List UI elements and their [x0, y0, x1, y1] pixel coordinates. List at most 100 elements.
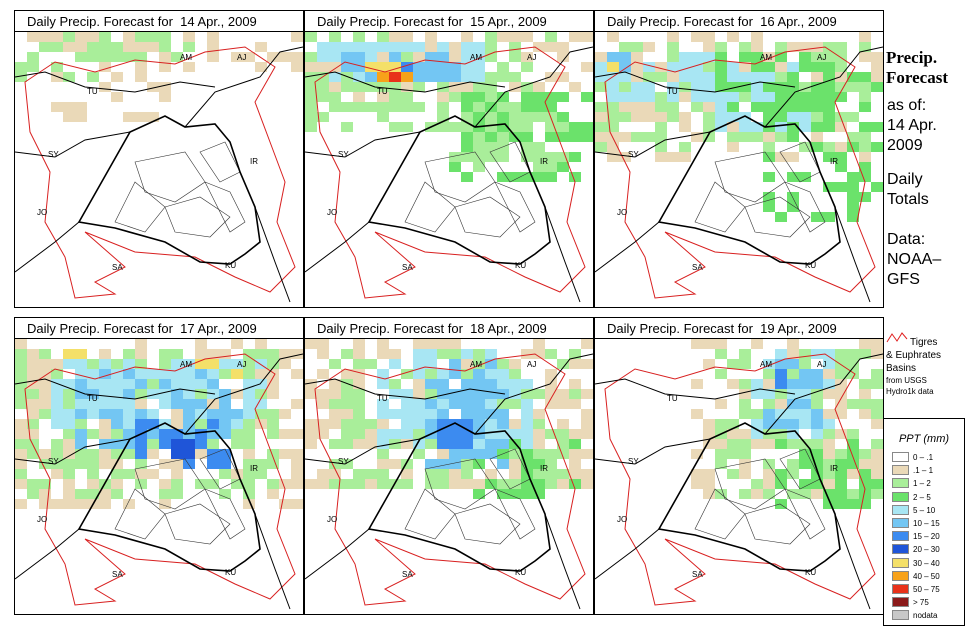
precip-cell [485, 399, 497, 409]
precip-cell [521, 142, 533, 152]
precip-cell [607, 52, 619, 62]
precip-cell [183, 42, 195, 52]
precip-cell [183, 379, 195, 389]
precip-map: AM AJ TU SY IR JO SA KU [595, 32, 883, 303]
precip-cell [449, 359, 461, 369]
precip-cell [763, 419, 775, 429]
country-label: JO [37, 515, 47, 524]
precip-cell [751, 419, 763, 429]
precip-cell [353, 52, 365, 62]
precip-cell [569, 439, 581, 449]
precip-cell [461, 122, 473, 132]
precip-cell [715, 82, 727, 92]
precip-cell [341, 439, 353, 449]
precip-cell [823, 152, 835, 162]
precip-cell [171, 349, 183, 359]
precip-cell [27, 32, 39, 42]
precip-cell [569, 132, 581, 142]
precip-cell [545, 132, 557, 142]
precip-cell [557, 439, 569, 449]
precip-cell [811, 379, 823, 389]
precip-cell [329, 62, 341, 72]
precip-cell [811, 439, 823, 449]
precip-cell [377, 439, 389, 449]
precip-cell [243, 449, 255, 459]
legend-row: 2 – 5 [892, 491, 931, 503]
precip-cell [437, 62, 449, 72]
precip-cell [679, 112, 691, 122]
precip-cell [835, 409, 847, 419]
precip-map: AM AJ TU SY IR JO SA KU [305, 339, 593, 610]
precip-cell [859, 459, 871, 469]
precip-cell [473, 479, 485, 489]
precip-cell [341, 479, 353, 489]
country-border [254, 206, 291, 303]
precip-cell [871, 349, 883, 359]
precip-cell [811, 449, 823, 459]
precip-cell [15, 359, 27, 369]
precip-cell [15, 479, 27, 489]
precip-cell [231, 359, 243, 369]
precip-cell [521, 92, 533, 102]
precip-cell [679, 52, 691, 62]
precip-cell [595, 112, 607, 122]
precip-cell [317, 112, 329, 122]
precip-cell [425, 42, 437, 52]
precip-cell [533, 172, 545, 182]
precip-cell [835, 349, 847, 359]
precip-cell [75, 349, 87, 359]
precip-cell [787, 349, 799, 359]
legend-label: 30 – 40 [913, 558, 940, 568]
precip-cell [739, 52, 751, 62]
precip-cell [219, 399, 231, 409]
precip-cell [595, 102, 607, 112]
country-border [595, 131, 711, 158]
country-border [15, 528, 80, 580]
precip-cell [27, 52, 39, 62]
precip-cell [279, 409, 291, 419]
precip-cell [823, 389, 835, 399]
precip-cell [485, 52, 497, 62]
precip-cell [823, 82, 835, 92]
precip-cell [123, 369, 135, 379]
precip-cell [317, 82, 329, 92]
precip-cell [473, 369, 485, 379]
precip-cell [75, 52, 87, 62]
precip-cell [111, 449, 123, 459]
precip-cell [147, 369, 159, 379]
precip-cell [739, 439, 751, 449]
precip-cell [231, 419, 243, 429]
precip-cell [751, 42, 763, 52]
province-border [454, 503, 521, 545]
precip-cell [473, 459, 485, 469]
precip-cell [99, 459, 111, 469]
precip-cell [787, 439, 799, 449]
precip-cell [823, 112, 835, 122]
precip-cell [473, 62, 485, 72]
precip-cell [727, 102, 739, 112]
precip-cell [643, 112, 655, 122]
precip-cell [835, 469, 847, 479]
precip-cell [619, 72, 631, 82]
precip-cell [521, 349, 533, 359]
precip-cell [473, 162, 485, 172]
precip-cell [835, 42, 847, 52]
precip-cell [569, 449, 581, 459]
precip-cell [485, 409, 497, 419]
precip-cell [871, 72, 883, 82]
precip-cell [847, 142, 859, 152]
precip-cell [317, 349, 329, 359]
precip-cell [111, 479, 123, 489]
precip-cell [449, 449, 461, 459]
precip-cell [787, 369, 799, 379]
precip-cell [533, 162, 545, 172]
precip-cell [835, 459, 847, 469]
precip-cell [859, 479, 871, 489]
precip-cell [823, 72, 835, 82]
precip-cell [461, 399, 473, 409]
precip-cell [679, 72, 691, 82]
precip-cell [39, 42, 51, 52]
precip-cell [595, 82, 607, 92]
precip-cell [255, 379, 267, 389]
precip-cell [243, 52, 255, 62]
